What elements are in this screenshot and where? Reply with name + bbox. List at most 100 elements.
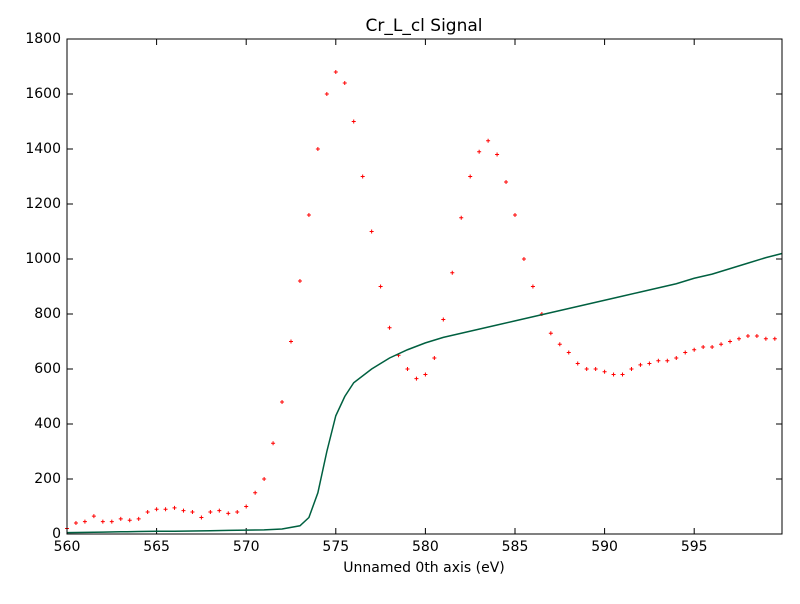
data-point (280, 400, 285, 404)
data-point (638, 362, 643, 367)
data-point (253, 490, 258, 495)
data-point (719, 342, 724, 347)
data-point (557, 342, 562, 347)
data-point (611, 372, 616, 377)
x-tick-label: 590 (591, 539, 618, 555)
y-tick-label: 1600 (25, 86, 61, 102)
data-point (271, 441, 276, 446)
data-point (297, 279, 302, 283)
data-point (728, 339, 733, 344)
data-point (656, 358, 661, 363)
data-point (405, 367, 410, 371)
data-point (548, 331, 553, 336)
x-tick-label: 595 (681, 539, 708, 555)
data-point (602, 369, 607, 374)
data-point (82, 519, 87, 524)
data-point (441, 317, 446, 322)
y-tick-label: 400 (34, 416, 61, 432)
data-point (486, 138, 491, 143)
y-tick-label: 1400 (25, 141, 61, 157)
data-point (172, 505, 177, 510)
data-point (459, 215, 464, 220)
data-point (190, 510, 195, 514)
data-point (772, 336, 777, 341)
x-tick-label: 570 (233, 539, 260, 555)
x-tick-label: 565 (143, 539, 170, 555)
data-point (109, 519, 114, 524)
data-point (575, 361, 580, 366)
plot-frame (66, 38, 783, 535)
data-point (73, 521, 78, 525)
x-tick-label: 560 (54, 539, 81, 555)
data-point (584, 367, 589, 371)
x-tick-label: 585 (502, 539, 529, 555)
data-point (208, 510, 213, 514)
data-point (199, 515, 204, 520)
data-point (306, 213, 311, 217)
data-point (736, 336, 741, 341)
data-point (450, 270, 455, 275)
data-point (504, 180, 509, 184)
y-tick-label: 1200 (25, 196, 61, 212)
y-tick-label: 0 (52, 526, 61, 542)
data-point (701, 345, 706, 349)
data-point (423, 372, 428, 377)
data-point (647, 361, 652, 366)
data-point (477, 149, 482, 154)
data-point (127, 518, 132, 523)
data-point (154, 507, 159, 512)
data-point (512, 213, 517, 217)
chart-title: Cr_L_cl Signal (365, 16, 482, 36)
data-point (378, 284, 383, 289)
y-tick-label: 200 (34, 471, 61, 487)
data-point (100, 519, 105, 524)
data-point (217, 508, 222, 513)
data-point (244, 504, 249, 509)
data-point (351, 119, 356, 124)
data-point (342, 81, 347, 85)
data-point (566, 350, 571, 355)
data-point (136, 516, 141, 521)
data-point (262, 477, 267, 481)
data-point (683, 350, 688, 355)
data-point (91, 514, 96, 519)
data-line (66, 252, 783, 534)
data-point (226, 511, 231, 516)
data-point (620, 372, 625, 377)
x-axis-label: Unnamed 0th axis (eV) (343, 560, 505, 576)
data-point (763, 336, 768, 341)
x-tick-label: 575 (322, 539, 349, 555)
data-point (530, 284, 535, 289)
data-point (181, 508, 186, 513)
data-point (387, 325, 392, 330)
data-point (495, 152, 500, 157)
y-tick-label: 1800 (25, 31, 61, 47)
data-point (521, 257, 526, 261)
data-point (414, 376, 419, 381)
data-point (754, 334, 759, 338)
x-tick-label: 580 (412, 539, 439, 555)
data-point (333, 70, 338, 74)
data-point (745, 334, 750, 338)
data-point (235, 510, 240, 514)
data-point (710, 345, 715, 349)
data-point (145, 510, 150, 514)
data-point (315, 147, 320, 151)
y-tick-label: 800 (34, 306, 61, 322)
data-point (360, 174, 365, 179)
data-point (665, 358, 670, 363)
data-point (692, 347, 697, 352)
data-point (324, 92, 329, 96)
data-point (369, 229, 374, 234)
y-tick-label: 1000 (25, 251, 61, 267)
data-point (593, 367, 598, 371)
data-point (118, 516, 123, 521)
data-point (432, 356, 437, 360)
data-point (629, 367, 634, 371)
data-point (288, 339, 293, 344)
data-point (163, 507, 168, 512)
y-tick-label: 600 (34, 361, 61, 377)
data-point (674, 356, 679, 360)
data-point (468, 174, 473, 179)
